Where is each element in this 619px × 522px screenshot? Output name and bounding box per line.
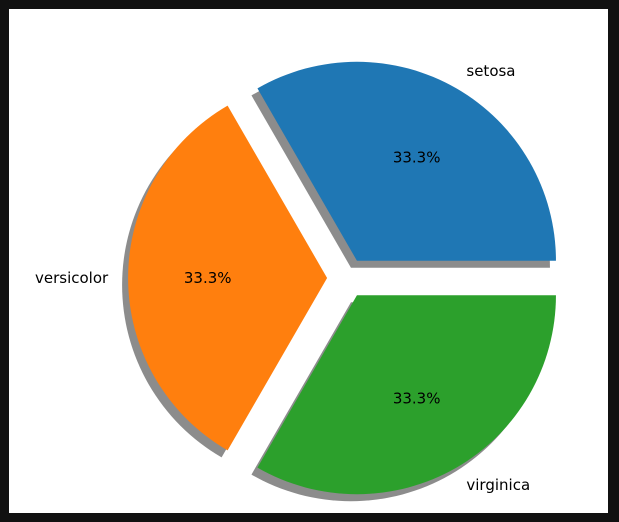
pie-category-label-versicolor: versicolor [35,269,109,287]
pie-category-label-setosa: setosa [466,62,515,80]
pie-slice-setosa [257,61,556,261]
pie-slice-versicolor [128,105,328,451]
pie-percent-label-setosa: 33.3% [393,148,441,166]
pie-percent-label-virginica: 33.3% [393,390,441,408]
pie-slice-virginica [257,295,556,495]
pie-percent-label-versicolor: 33.3% [184,269,232,287]
pie-category-label-virginica: virginica [466,476,530,494]
